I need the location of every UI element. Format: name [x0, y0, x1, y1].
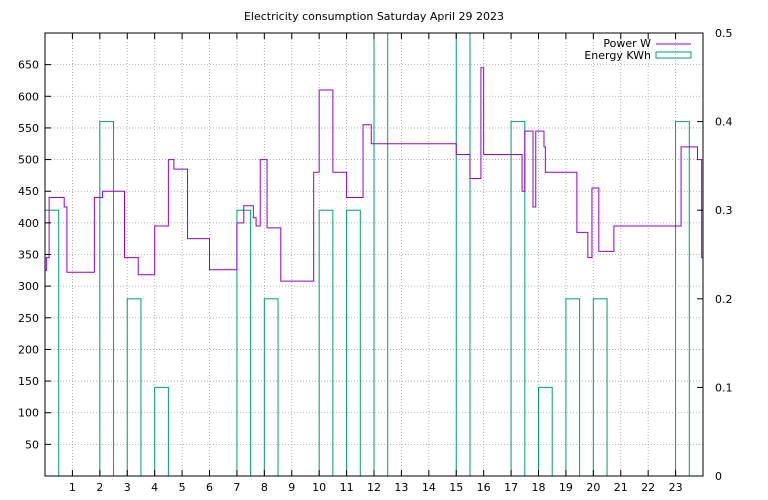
y-tick-label: 350 [18, 249, 39, 262]
y-tick-label: 400 [18, 217, 39, 230]
y-tick-label: 100 [18, 407, 39, 420]
legend-label-power: Power W [603, 37, 651, 50]
y-tick-label: 250 [18, 312, 39, 325]
x-tick-label: 19 [559, 481, 573, 494]
legend-swatch-energy [655, 51, 692, 59]
energy-bar [318, 209, 334, 477]
x-tick-label: 21 [614, 481, 628, 494]
energy-bar [263, 298, 279, 477]
x-tick-label: 16 [477, 481, 491, 494]
x-tick-label: 8 [261, 481, 268, 494]
energy-bar [592, 298, 608, 477]
y-tick-label: 600 [18, 90, 39, 103]
energy-bar [126, 298, 142, 477]
x-tick-label: 15 [449, 481, 463, 494]
x-tick-label: 4 [151, 481, 158, 494]
x-tick-label: 12 [367, 481, 381, 494]
y-tick-label: 150 [18, 375, 39, 388]
x-tick-label: 20 [586, 481, 600, 494]
y2-tick-label: 0.4 [715, 116, 733, 129]
power-series-line [45, 67, 703, 282]
y-tick-label: 550 [18, 122, 39, 135]
energy-bar [44, 209, 60, 477]
x-tick-label: 2 [96, 481, 103, 494]
y2-tick-label: 0.1 [715, 381, 733, 394]
y2-tick-label: 0 [715, 470, 722, 483]
energy-bar [99, 121, 115, 477]
y-tick-label: 500 [18, 154, 39, 167]
x-tick-label: 9 [288, 481, 295, 494]
x-tick-label: 6 [206, 481, 213, 494]
chart-title: Electricity consumption Saturday April 2… [244, 10, 504, 23]
x-tick-label: 3 [124, 481, 131, 494]
legend: Power W Energy KWh [584, 37, 692, 62]
energy-bar [455, 32, 471, 477]
energy-bar [538, 386, 553, 477]
y-tick-label: 650 [18, 59, 39, 72]
legend-label-energy: Energy KWh [584, 49, 651, 62]
x-tick-label: 14 [422, 481, 436, 494]
y2-tick-label: 0.3 [715, 204, 733, 217]
x-tick-label: 23 [669, 481, 683, 494]
x-tick-label: 22 [641, 481, 655, 494]
x-tick-label: 18 [532, 481, 546, 494]
x-tick-label: 11 [340, 481, 354, 494]
y-tick-label: 50 [25, 438, 39, 451]
y-axis-right: 0 0.1 0.2 0.3 0.4 0.5 [697, 27, 733, 483]
y-axis-left: 50 100 150 200 250 300 350 400 450 500 550 600 650 [18, 59, 51, 451]
x-tick-label: 1 [69, 481, 76, 494]
y2-tick-label: 0.5 [715, 27, 733, 40]
y2-tick-label: 0.2 [715, 293, 733, 306]
energy-bar [510, 121, 526, 477]
y-tick-label: 300 [18, 280, 39, 293]
energy-bar [675, 121, 690, 477]
x-tick-label: 7 [233, 481, 240, 494]
x-axis: 1 2 3 4 5 6 7 8 9 10 11 12 13 14 15 16 17 18 19 20 21 22 23 [69, 33, 683, 494]
x-tick-label: 17 [504, 481, 518, 494]
y-tick-label: 450 [18, 185, 39, 198]
x-tick-label: 13 [394, 481, 408, 494]
energy-bar [154, 386, 169, 477]
energy-bar [373, 32, 389, 477]
y-tick-label: 200 [18, 343, 39, 356]
energy-bar [236, 209, 252, 477]
energy-bar [346, 209, 361, 477]
x-tick-label: 10 [312, 481, 326, 494]
x-tick-label: 5 [179, 481, 186, 494]
energy-bar [565, 298, 581, 477]
